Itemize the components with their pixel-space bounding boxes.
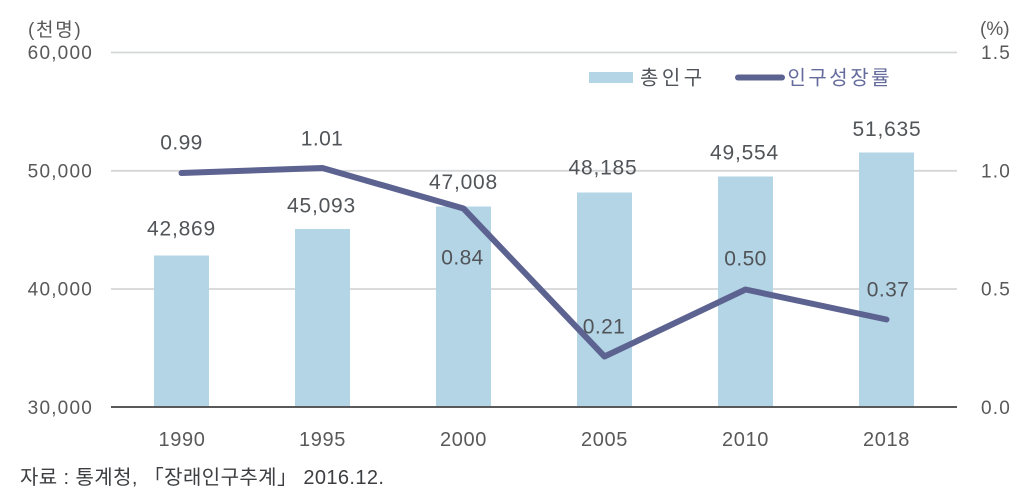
svg-text:0.37: 0.37 <box>867 279 909 302</box>
svg-text:0.0: 0.0 <box>981 398 1011 419</box>
svg-text:49,554: 49,554 <box>710 142 779 165</box>
svg-text:총인구: 총인구 <box>640 67 706 90</box>
svg-text:2005: 2005 <box>581 429 628 451</box>
svg-text:(천명): (천명) <box>28 19 82 41</box>
svg-text:40,000: 40,000 <box>28 280 93 301</box>
svg-text:2000: 2000 <box>440 429 487 451</box>
svg-text:0.50: 0.50 <box>724 248 766 271</box>
svg-text:48,185: 48,185 <box>568 157 637 180</box>
svg-text:30,000: 30,000 <box>28 398 93 419</box>
svg-text:1990: 1990 <box>159 429 206 451</box>
svg-text:47,008: 47,008 <box>429 171 498 194</box>
svg-text:45,093: 45,093 <box>287 195 356 218</box>
svg-text:1995: 1995 <box>299 429 346 451</box>
svg-text:인구성장률: 인구성장률 <box>788 67 893 90</box>
svg-text:자료 : 통계청, 「장래인구추계」 2016.12.: 자료 : 통계청, 「장래인구추계」 2016.12. <box>20 466 384 489</box>
svg-text:0.21: 0.21 <box>583 316 625 339</box>
svg-text:0.84: 0.84 <box>441 247 483 270</box>
svg-text:42,869: 42,869 <box>147 218 216 241</box>
svg-text:60,000: 60,000 <box>28 43 93 64</box>
svg-text:51,635: 51,635 <box>852 118 921 141</box>
svg-text:0.99: 0.99 <box>160 132 202 155</box>
svg-text:(%): (%) <box>980 19 1010 40</box>
svg-text:1.0: 1.0 <box>981 161 1011 182</box>
svg-text:1.01: 1.01 <box>301 128 343 151</box>
svg-text:0.5: 0.5 <box>981 280 1011 301</box>
svg-text:1.5: 1.5 <box>981 43 1011 64</box>
svg-text:2010: 2010 <box>722 429 769 451</box>
svg-text:50,000: 50,000 <box>28 161 93 182</box>
svg-text:2018: 2018 <box>863 429 910 451</box>
